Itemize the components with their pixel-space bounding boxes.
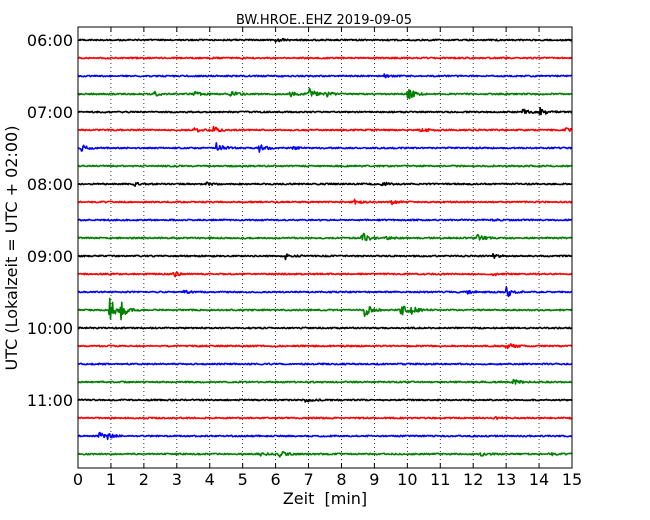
trace-1000 xyxy=(78,327,572,328)
chart-title: BW.HROE..EHZ 2019-09-05 xyxy=(236,13,412,28)
x-tick-label-6: 6 xyxy=(271,470,281,489)
x-tick-label-7: 7 xyxy=(303,470,313,489)
x-tick-label-12: 12 xyxy=(463,470,483,489)
x-axis-label: Zeit [min] xyxy=(283,489,367,508)
x-tick-label-4: 4 xyxy=(205,470,215,489)
x-tick-label-2: 2 xyxy=(139,470,149,489)
y-tick-label-4: 10:00 xyxy=(27,319,73,338)
y-tick-label-2: 08:00 xyxy=(27,175,73,194)
x-tick-label-3: 3 xyxy=(172,470,182,489)
x-tick-label-1: 1 xyxy=(106,470,116,489)
x-tick-label-5: 5 xyxy=(238,470,248,489)
x-tick-label-8: 8 xyxy=(336,470,346,489)
x-tick-label-9: 9 xyxy=(369,470,379,489)
y-tick-label-5: 11:00 xyxy=(27,391,73,410)
trace-0745 xyxy=(78,165,572,166)
x-tick-label-14: 14 xyxy=(529,470,549,489)
x-tick-label-11: 11 xyxy=(430,470,450,489)
trace-0615 xyxy=(78,57,572,58)
y-tick-label-1: 07:00 xyxy=(27,103,73,122)
x-tick-label-13: 13 xyxy=(496,470,516,489)
x-tick-label-10: 10 xyxy=(397,470,417,489)
x-tick-label-15: 15 xyxy=(562,470,582,489)
y-tick-label-3: 09:00 xyxy=(27,247,73,266)
y-axis-label: UTC (Lokalzeit = UTC + 02:00) xyxy=(2,126,21,371)
x-tick-label-0: 0 xyxy=(73,470,83,489)
y-tick-label-0: 06:00 xyxy=(27,31,73,50)
